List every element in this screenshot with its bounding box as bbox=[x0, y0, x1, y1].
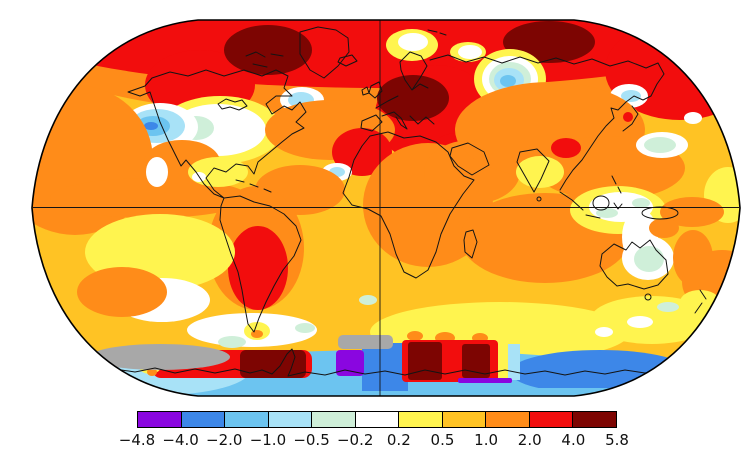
coastlines bbox=[94, 26, 707, 377]
colorbar-tick-label: −0.2 bbox=[336, 431, 374, 449]
coast-greenland bbox=[299, 26, 350, 79]
coast-iceland bbox=[337, 54, 358, 67]
colorbar-tick-label: 1.0 bbox=[474, 431, 499, 449]
coast-caribbean bbox=[235, 179, 272, 193]
coast-south-america bbox=[219, 195, 302, 333]
coast-new-zealand bbox=[694, 289, 707, 314]
colorbar-segment bbox=[486, 412, 530, 427]
colorbar-segment bbox=[312, 412, 356, 427]
coast-japan bbox=[622, 105, 639, 132]
map-outline bbox=[31, 19, 741, 397]
coast-arabia bbox=[449, 142, 490, 176]
coast-british-isles bbox=[361, 81, 383, 99]
colorbar-tick-label: 4.0 bbox=[561, 431, 586, 449]
colorbar-tick-label: −0.5 bbox=[293, 431, 330, 449]
coast-india bbox=[516, 148, 550, 193]
coast-new-guinea bbox=[641, 206, 679, 220]
colorbar-segment bbox=[225, 412, 269, 427]
colorbar-tick-label: 5.8 bbox=[605, 431, 629, 449]
coast-sri-lanka bbox=[536, 196, 542, 202]
coast-arctic-islands bbox=[245, 51, 284, 68]
graticule bbox=[33, 20, 739, 396]
coast-madagascar bbox=[463, 229, 478, 259]
colorbar-segment bbox=[268, 412, 313, 427]
colorbar-segment bbox=[529, 412, 574, 427]
world-map bbox=[31, 19, 741, 397]
coast-borneo bbox=[592, 195, 610, 211]
colorbar-tick-label: 0.2 bbox=[386, 431, 411, 449]
coast-indonesia bbox=[559, 175, 623, 219]
coast-great-lakes bbox=[217, 98, 248, 111]
colorbar-tick-label: −1.0 bbox=[249, 431, 287, 449]
colorbar-tick-label: −4.0 bbox=[162, 431, 199, 449]
anomaly-regions bbox=[32, 20, 740, 396]
colorbar-tick-label: −4.8 bbox=[118, 431, 156, 449]
colorbar-tick-label: −2.0 bbox=[206, 431, 243, 449]
colorbar: −4.8 −4.0 −2.0 −1.0 −0.5 −0.2 0.2 0.5 1.0 2.0 4.0 5… bbox=[119, 411, 629, 453]
colorbar-segment bbox=[138, 412, 182, 427]
colorbar-segment bbox=[355, 412, 400, 427]
coast-north-asia bbox=[429, 54, 659, 69]
coast-antarctica bbox=[94, 348, 701, 377]
colorbar-tick-labels: −4.8 −4.0 −2.0 −1.0 −0.5 −0.2 0.2 0.5 1.0 2.0 4.0 5… bbox=[119, 431, 629, 453]
coast-mediterranean bbox=[375, 95, 435, 130]
colorbar-tick-label: 2.0 bbox=[517, 431, 542, 449]
coast-iberia bbox=[360, 114, 383, 132]
coast-australia bbox=[599, 239, 669, 290]
coast-africa bbox=[342, 131, 475, 279]
colorbar-tick-label: 0.5 bbox=[430, 431, 455, 449]
coast-scandinavia bbox=[399, 29, 447, 91]
coast-east-asia bbox=[559, 62, 665, 191]
coast-tasmania bbox=[644, 293, 652, 301]
coast-north-america bbox=[127, 69, 307, 199]
colorbar-segment bbox=[181, 412, 226, 427]
colorbar-segment bbox=[399, 412, 443, 427]
colorbar-segment bbox=[442, 412, 487, 427]
colorbar-scale bbox=[137, 411, 617, 428]
colorbar-segment bbox=[573, 412, 617, 427]
